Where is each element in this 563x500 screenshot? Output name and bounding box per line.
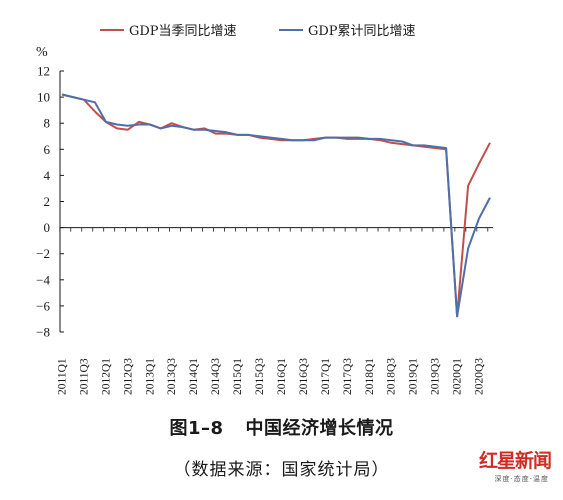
y-tick-label: −2 — [36, 246, 50, 261]
y-tick-label: 4 — [44, 168, 51, 183]
x-tick-label: 2016Q3 — [298, 358, 310, 395]
x-tick-label: 2018Q3 — [386, 358, 398, 395]
x-tick-label: 2012Q3 — [122, 358, 134, 395]
watermark-tagline: 深度·态度·温度 — [494, 475, 549, 483]
x-tick-label: 2014Q3 — [210, 358, 222, 395]
x-tick-label: 2018Q1 — [364, 358, 376, 395]
y-tick-label: 0 — [44, 220, 51, 235]
y-tick-label: 12 — [37, 64, 50, 79]
figure-title: 图1–8 中国经济增长情况 — [0, 414, 563, 440]
x-tick-label: 2013Q3 — [166, 358, 178, 395]
y-tick-label: 6 — [44, 142, 51, 157]
x-tick-label: 2019Q1 — [408, 358, 420, 395]
y-tick-label: 8 — [44, 116, 51, 131]
x-tick-label: 2016Q1 — [276, 358, 288, 395]
x-tick-label: 2019Q3 — [430, 358, 442, 395]
x-tick-label: 2017Q3 — [342, 358, 354, 395]
y-tick-label: 2 — [44, 194, 51, 209]
x-tick-label: 2017Q1 — [320, 358, 332, 395]
series-line-cumulative — [61, 93, 491, 318]
x-axis: 2011Q1 2011Q3 2012Q1 2012Q3 2013Q1 2013Q3 2014… — [57, 227, 493, 395]
y-tick-label: −8 — [36, 325, 50, 340]
watermark-brand: 红星新闻 — [478, 450, 552, 472]
legend-label-cumulative: GDP累计同比增速 — [308, 24, 416, 39]
series-layer — [61, 93, 491, 318]
x-tick-label: 2013Q1 — [144, 358, 156, 395]
y-tick-label: 10 — [37, 90, 50, 105]
watermark-logo: 红星新闻 深度·态度·温度 — [458, 444, 553, 492]
legend: GDP当季同比增速 GDP累计同比增速 — [100, 24, 416, 39]
series-line-quarterly — [61, 93, 491, 318]
x-tick-label: 2015Q1 — [232, 358, 244, 395]
x-tick-label: 2020Q1 — [452, 358, 464, 395]
figure-number: 图1–8 — [169, 418, 224, 439]
x-tick-label: 2015Q3 — [254, 358, 266, 395]
y-axis: 12 10 8 6 4 2 0 −2 −4 −6 −8 — [36, 64, 64, 340]
y-tick-label: −6 — [36, 298, 50, 313]
figure-title-text: 中国经济增长情况 — [245, 418, 394, 439]
y-axis-unit: % — [36, 45, 48, 60]
x-tick-label: 2011Q3 — [78, 358, 90, 395]
x-tick-label: 2014Q1 — [188, 358, 200, 395]
legend-label-quarterly: GDP当季同比增速 — [129, 24, 237, 39]
y-tick-label: −4 — [36, 272, 50, 287]
x-tick-label: 2020Q3 — [474, 358, 486, 395]
x-tick-label: 2012Q1 — [100, 358, 112, 395]
x-tick-label: 2011Q1 — [57, 358, 69, 395]
figure-source: （数据来源：国家统计局） — [173, 460, 390, 480]
